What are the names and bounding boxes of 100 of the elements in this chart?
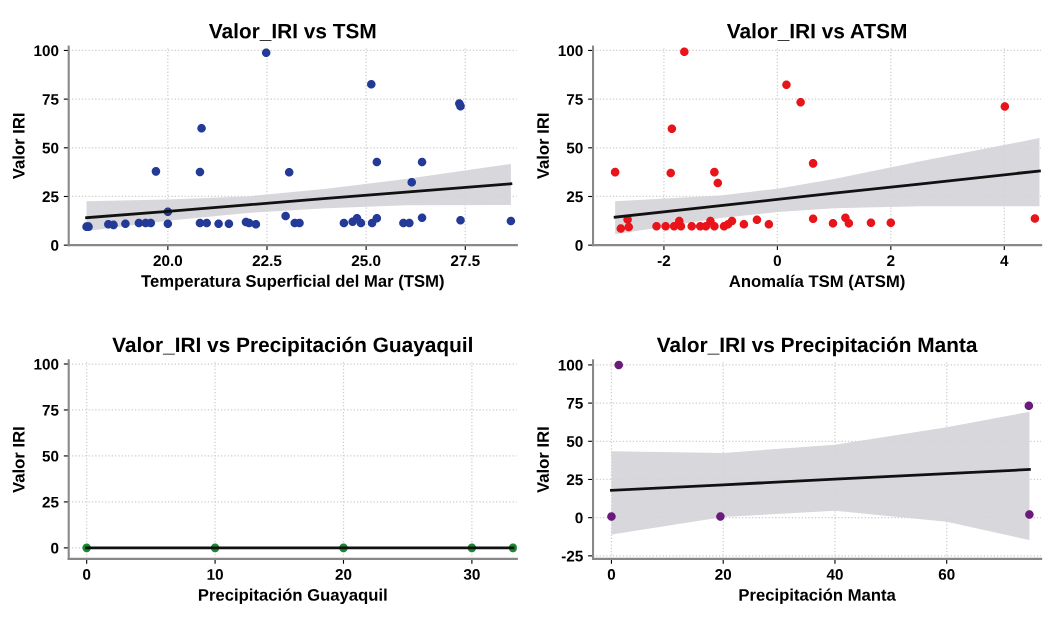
y-tick-label: 100 [558,359,583,371]
y-tick-label: 50 [566,436,583,447]
point [506,216,516,226]
x-tick-label: -2 [657,255,671,266]
y-tick-label: 0 [575,512,583,524]
point [284,168,294,177]
point [1024,401,1034,410]
point [407,177,417,187]
y-tick-label: 25 [566,191,583,203]
x-axis-title: Anomalía TSM (ATSM) [729,274,905,291]
x-axis-title: Precipitación Manta [739,588,896,605]
y-tick-label: -25 [561,550,583,562]
x-tick-label: 20.0 [153,255,183,267]
y-tick-label: 25 [566,474,583,486]
chart-title: Valor_IRI vs ATSM [726,23,906,41]
y-tick-label: 0 [575,240,583,251]
x-tick-label: 22.5 [252,255,282,267]
point [667,124,677,134]
y-tick-label: 50 [42,450,59,462]
x-tick-label: 2 [887,255,895,266]
point [624,222,634,232]
point [661,221,670,231]
x-axis-title: Precipitación Guayaquil [198,588,387,605]
y-tick-label: 0 [51,542,59,554]
point [163,219,173,229]
point [224,219,234,229]
y-tick-label: 50 [566,142,583,154]
point [614,360,623,370]
point [372,157,382,167]
point [666,168,676,178]
y-tick-label: 75 [42,404,59,416]
x-tick-label: 4 [1000,255,1009,266]
point [214,219,223,229]
point [710,167,719,177]
y-tick-label: 100 [34,45,59,57]
y-axis-title: Valor IRI [536,113,549,180]
point [782,80,791,90]
point [607,512,616,521]
y-axis-title: Valor IRI [12,113,25,180]
point [109,220,118,230]
point [866,218,876,228]
point [739,220,749,229]
point [687,221,696,231]
point [202,218,211,228]
y-tick-label: 25 [42,191,59,203]
point [808,214,818,223]
point [828,219,838,228]
chart-title: Valor_IRI vs TSM [208,23,376,41]
point [339,218,349,228]
point [1025,510,1034,519]
x-tick-label: 25.0 [351,255,381,267]
point [844,219,854,228]
y-tick-label: 75 [42,94,59,105]
point [713,178,723,188]
x-tick-label: 30 [463,569,480,580]
x-tick-label: 10 [207,569,223,580]
point [1000,102,1010,111]
point [195,167,205,177]
line-series [610,468,1031,492]
point [372,214,382,223]
y-tick-label: 100 [34,358,59,370]
x-tick-label: 60 [938,569,955,580]
point [764,220,774,229]
line-series [613,169,1041,219]
point [616,224,626,233]
y-axis-title: Valor IRI [12,427,25,493]
point [886,218,896,228]
point [652,221,661,231]
point [417,157,427,167]
point [752,215,762,225]
x-tick-label: 20 [335,569,352,580]
y-tick-label: 0 [51,240,59,251]
x-tick-label: 27.5 [450,255,480,267]
line-series [85,182,513,220]
point [680,47,689,57]
y-tick-label: 100 [558,45,583,57]
point [610,167,620,177]
point [796,97,805,107]
point [676,221,686,231]
point [356,218,366,228]
point [121,219,130,229]
x-tick-label: 0 [773,255,781,267]
y-tick-label: 75 [566,94,583,105]
y-tick-label: 75 [566,398,583,409]
point [251,220,261,229]
x-tick-label: 20 [715,569,732,580]
point [808,159,818,168]
x-axis-title: Temperatura Superficial del Mar (TSM) [141,274,444,291]
x-tick-label: 0 [607,569,616,580]
point [405,218,414,228]
point [417,213,427,222]
y-tick-label: 25 [42,496,59,508]
x-tick-label: 40 [826,569,843,580]
point [367,80,376,89]
chart-title: Valor_IRI vs Precipitación Guayaquil [112,336,472,357]
point [716,512,725,521]
point [197,124,206,133]
chart-title: Valor_IRI vs Precipitación Manta [656,336,978,357]
point [727,216,737,226]
point [1030,214,1040,223]
